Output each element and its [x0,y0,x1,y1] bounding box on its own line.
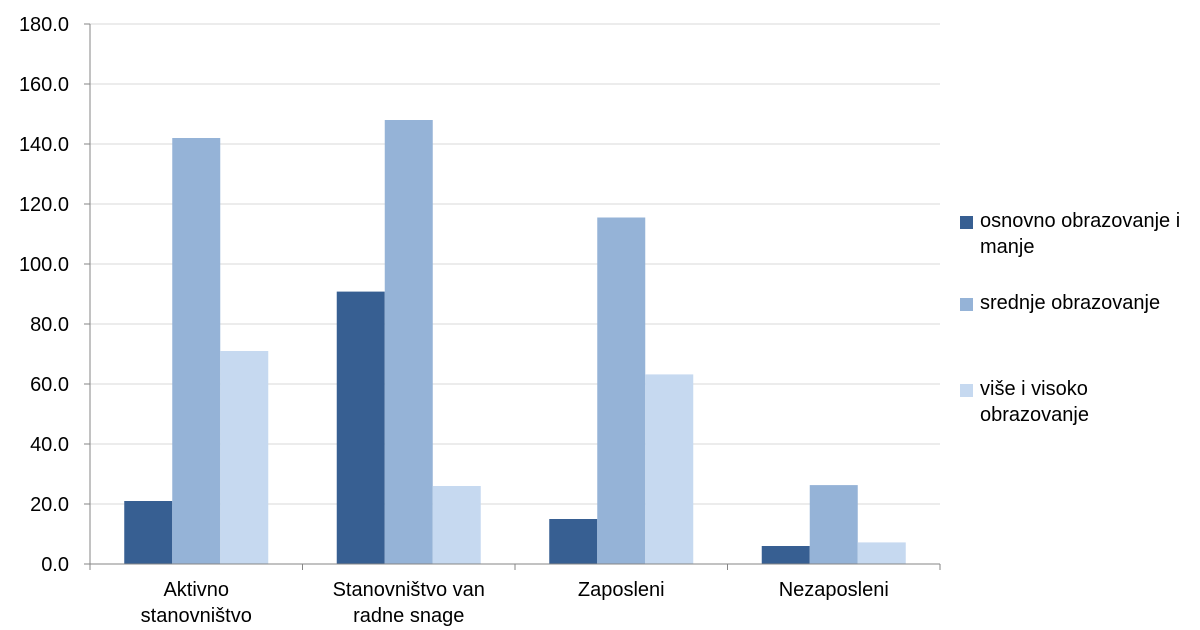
y-axis-tick-labels: 0.0 20.0 40.0 60.0 80.0 100.0 120.0 140.0 160.0 1… [19,14,69,576]
bar-3-0 [761,546,810,564]
legend-swatch-srednje [960,298,973,311]
x-category-label: Zaposleni [578,579,665,601]
x-category-label: stanovništvo [141,605,252,627]
bar-2-1 [597,217,646,564]
legend-item-srednje: srednje obrazovanje [960,290,1200,316]
legend-label-vise: više i visoko obrazovanje [980,378,1089,426]
x-category-label: Aktivno [163,579,229,601]
y-tick-label: 160.0 [19,74,69,96]
y-tick-label: 100.0 [19,254,69,276]
x-category-label: Stanovništvo van [333,579,485,601]
y-tick-label: 0.0 [41,554,69,576]
bar-1-1 [384,120,433,564]
y-tick-label: 180.0 [19,14,69,36]
x-category-label: Nezaposleni [779,579,889,601]
x-category-label: radne snage [353,605,464,627]
bars [124,120,906,564]
bar-2-0 [549,519,598,564]
legend-item-osnovno: osnovno obrazovanje i manje [960,208,1200,260]
y-tick-label: 40.0 [30,434,69,456]
bar-3-1 [809,485,858,564]
y-tick-label: 20.0 [30,494,69,516]
bar-0-2 [220,351,269,564]
legend-swatch-vise [960,384,973,397]
legend: osnovno obrazovanje i manje srednje obra… [960,208,1200,428]
legend-label-srednje: srednje obrazovanje [980,292,1161,314]
legend-item-vise: više i visoko obrazovanje [960,376,1200,428]
bar-0-1 [172,138,221,564]
bar-2-2 [645,374,694,564]
bar-1-0 [336,291,385,564]
axes [84,23,941,570]
y-tick-label: 60.0 [30,374,69,396]
legend-swatch-osnovno [960,216,973,229]
x-axis-category-labels: Aktivno stanovništvo Stanovništvo van radne… [141,579,889,627]
bar-0-0 [124,501,173,564]
y-tick-label: 80.0 [30,314,69,336]
bar-3-2 [857,542,906,564]
bar-1-2 [432,486,481,564]
y-tick-label: 120.0 [19,194,69,216]
y-tick-label: 140.0 [19,134,69,156]
legend-label-osnovno: osnovno obrazovanje i manje [980,210,1181,258]
